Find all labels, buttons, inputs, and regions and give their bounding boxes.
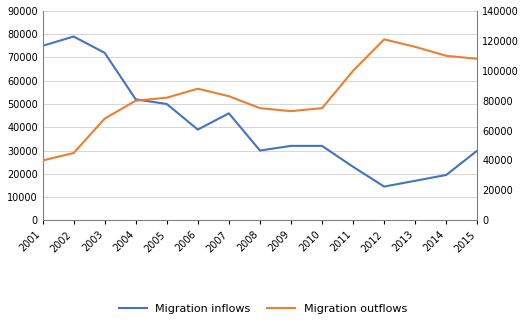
Migration outflows [474,57,480,61]
Migration inflows [381,185,387,189]
Migration outflows [133,99,139,103]
Migration outflows [319,106,325,110]
Migration inflows [226,111,232,115]
Migration inflows [443,173,449,177]
Migration outflows [164,96,170,99]
Migration outflows [102,117,108,121]
Migration inflows [133,98,139,101]
Migration outflows [70,151,77,155]
Migration outflows [195,87,201,91]
Migration outflows [39,158,46,162]
Migration outflows [412,45,418,49]
Line: Migration outflows: Migration outflows [43,39,477,160]
Migration outflows [350,69,356,73]
Migration inflows [164,102,170,106]
Migration inflows [257,149,263,153]
Migration outflows [226,94,232,98]
Migration outflows [257,106,263,110]
Migration outflows [443,54,449,58]
Migration inflows [350,165,356,169]
Migration inflows [319,144,325,148]
Migration inflows [70,35,77,39]
Migration inflows [102,51,108,55]
Migration inflows [474,149,480,153]
Line: Migration inflows: Migration inflows [43,37,477,187]
Migration inflows [39,44,46,48]
Migration outflows [381,37,387,41]
Migration outflows [288,109,294,113]
Migration inflows [288,144,294,148]
Legend: Migration inflows, Migration outflows: Migration inflows, Migration outflows [114,299,412,318]
Migration inflows [195,128,201,132]
Migration inflows [412,179,418,183]
